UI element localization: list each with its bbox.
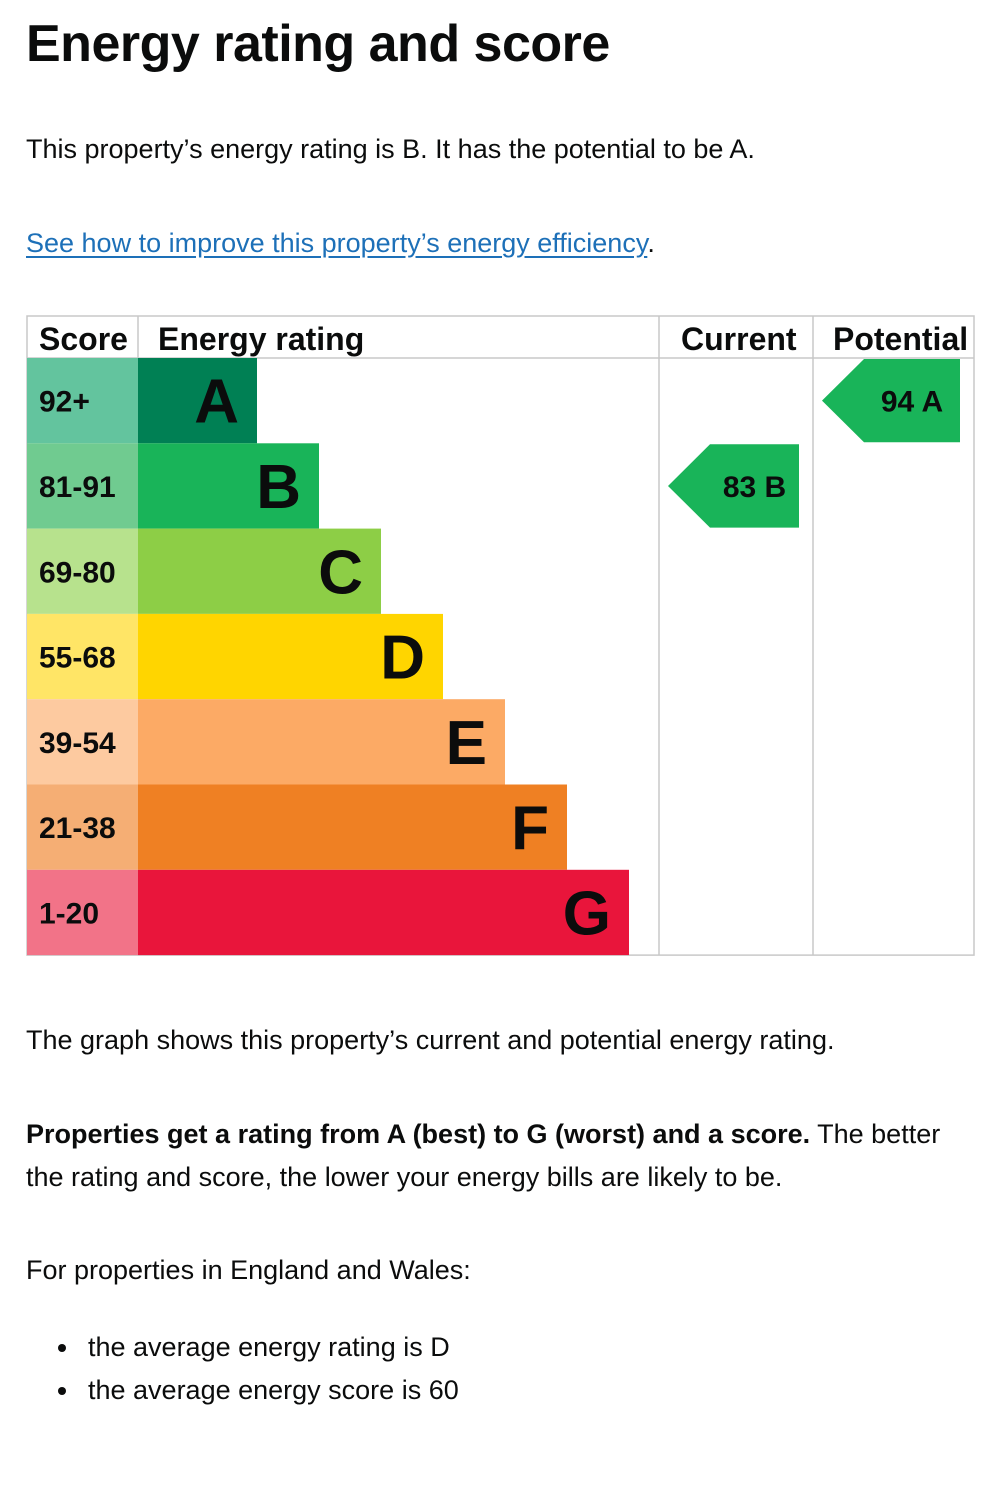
score-cell-c (27, 528, 138, 614)
score-cell-g (27, 869, 138, 956)
page-title: Energy rating and score (26, 15, 610, 73)
score-cell-b (27, 443, 138, 529)
score-cell-f (27, 784, 138, 870)
header-energy-rating: Energy rating (158, 321, 364, 357)
header-score: Score (39, 321, 128, 357)
band-letter-f: F (511, 794, 549, 863)
current-rating-label: 83 B (723, 471, 786, 504)
improve-efficiency-link[interactable]: See how to improve this property’s energ… (26, 228, 648, 258)
score-range-f: 21-38 (39, 812, 116, 845)
band-bar-d (138, 613, 443, 700)
score-range-e: 39-54 (39, 727, 116, 760)
band-letter-g: G (563, 879, 611, 948)
band-bar-b (138, 443, 319, 529)
band-bar-g (138, 869, 629, 956)
averages-list: the average energy rating is D the avera… (58, 1326, 459, 1412)
band-letter-b: B (256, 453, 301, 522)
rating-summary: This property’s energy rating is B. It h… (26, 134, 755, 164)
score-cell-e (27, 699, 138, 785)
region-intro: For properties in England and Wales: (26, 1255, 471, 1285)
energy-rating-chart: Score Energy rating Current Potential 92+ A 81… (26, 315, 975, 956)
score-range-c: 69-80 (39, 556, 116, 589)
band-bar-f (138, 784, 567, 870)
band-letter-d: D (380, 624, 425, 693)
potential-rating-arrow (822, 359, 960, 443)
band-letter-c: C (318, 538, 363, 607)
average-score-item: the average energy score is 60 (58, 1369, 459, 1412)
improve-link-suffix: . (647, 228, 655, 258)
score-range-b: 81-91 (39, 471, 116, 504)
band-bar-c (138, 528, 381, 614)
potential-rating-label: 94 A (881, 386, 943, 419)
score-cell-a (27, 358, 138, 444)
band-letter-e: E (446, 709, 487, 778)
header-potential: Potential (833, 321, 968, 357)
score-range-g: 1-20 (39, 897, 99, 930)
score-range-a: 92+ (39, 386, 90, 419)
improve-paragraph: See how to improve this property’s energ… (26, 222, 974, 265)
band-letter-a: A (194, 368, 239, 437)
rating-explanation-bold: Properties get a rating from A (best) to… (26, 1119, 811, 1149)
band-bar-a (138, 358, 257, 444)
average-rating-item: the average energy rating is D (58, 1326, 459, 1369)
graph-description: The graph shows this property’s current … (26, 1025, 835, 1055)
header-current: Current (681, 321, 797, 357)
score-range-d: 55-68 (39, 642, 116, 675)
band-bar-e (138, 699, 505, 785)
score-cell-d (27, 613, 138, 700)
current-rating-arrow (668, 444, 799, 528)
rating-explanation: Properties get a rating from A (best) to… (26, 1113, 974, 1199)
rating-explanation-rest: The better the rating and score, the low… (26, 1119, 941, 1192)
